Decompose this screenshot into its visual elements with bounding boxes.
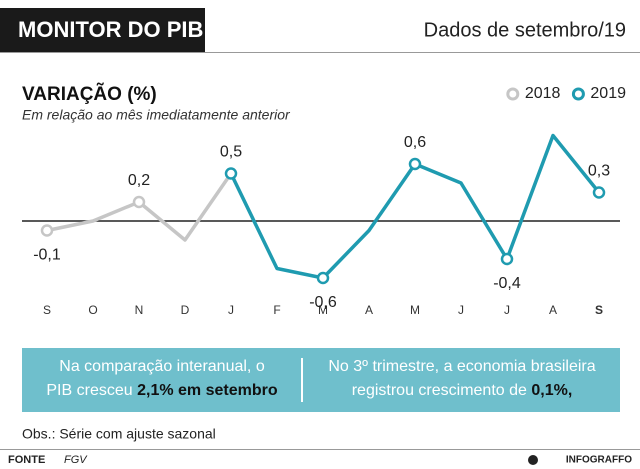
- point-marker: [500, 252, 514, 266]
- point-marker: [40, 224, 54, 237]
- legend: 2019 2018: [506, 85, 626, 102]
- source-label: FONTE: [8, 454, 45, 466]
- note-text: PIB cresceu: [46, 382, 132, 399]
- point-marker: [132, 195, 146, 209]
- value-label: 0,6: [404, 134, 426, 151]
- header-title: MONITOR DO PIB: [18, 17, 203, 42]
- x-tick-label: O: [88, 303, 97, 317]
- x-tick-label: S: [595, 303, 603, 317]
- point-marker: [408, 157, 422, 171]
- x-tick-label: A: [549, 303, 557, 317]
- point-marker: [224, 167, 238, 180]
- note-text: registrou crescimento de: [352, 382, 527, 399]
- value-label: -0,4: [493, 275, 521, 292]
- header-date: Dados de setembro/19: [424, 19, 626, 41]
- x-tick-label: M: [410, 303, 420, 317]
- legend-label: 2018: [525, 85, 561, 102]
- note-right-2: registrou crescimento de 0,1%,: [352, 382, 573, 399]
- obs: Obs.: Série com ajuste sazonal: [22, 426, 216, 442]
- x-tick-label: D: [181, 303, 190, 317]
- point-marker: [592, 186, 606, 199]
- notes-box: [22, 348, 620, 412]
- x-tick-label: S: [43, 303, 51, 317]
- x-tick-label: F: [273, 303, 280, 317]
- brand: INFOGRAFFO: [566, 455, 632, 466]
- chart-subtitle: Em relação ao mês imediatamente anterior: [22, 107, 291, 123]
- note-right-1: No 3º trimestre, a economia brasileira: [328, 358, 595, 375]
- note-left-1: Na comparação interanual, o: [59, 358, 265, 375]
- point-marker: [316, 271, 330, 285]
- x-tick-label: J: [228, 303, 234, 317]
- legend-swatch: [571, 87, 585, 101]
- value-label: 0,3: [588, 163, 610, 180]
- brand-icon: [528, 455, 538, 465]
- note-left-2: PIB cresceu 2,1% em setembro: [46, 382, 277, 399]
- x-tick-label: J: [458, 303, 464, 317]
- value-label: 0,2: [128, 172, 150, 189]
- header-box: [0, 8, 205, 52]
- x-tick-label: A: [365, 303, 373, 317]
- legend-swatch: [506, 87, 520, 101]
- x-tick-label: J: [504, 303, 510, 317]
- note-bold: 0,1%,: [531, 382, 572, 399]
- note-bold: 2,1% em setembro: [137, 382, 278, 399]
- x-tick-label: M: [318, 303, 328, 317]
- x-tick-label: N: [135, 303, 144, 317]
- legend-label: 2019: [590, 85, 626, 102]
- source: FGV: [64, 454, 88, 466]
- value-label: -0,6: [309, 294, 337, 311]
- value-label: 0,5: [220, 144, 242, 161]
- value-label: -0,1: [33, 247, 61, 264]
- series-line: [229, 133, 601, 280]
- plot: S O N D J F M A M J J A S -0,1 0,2 0,5 -0,6 0,6 -0,4 0,3: [33, 133, 610, 317]
- chart-title: VARIAÇÃO (%): [22, 83, 157, 105]
